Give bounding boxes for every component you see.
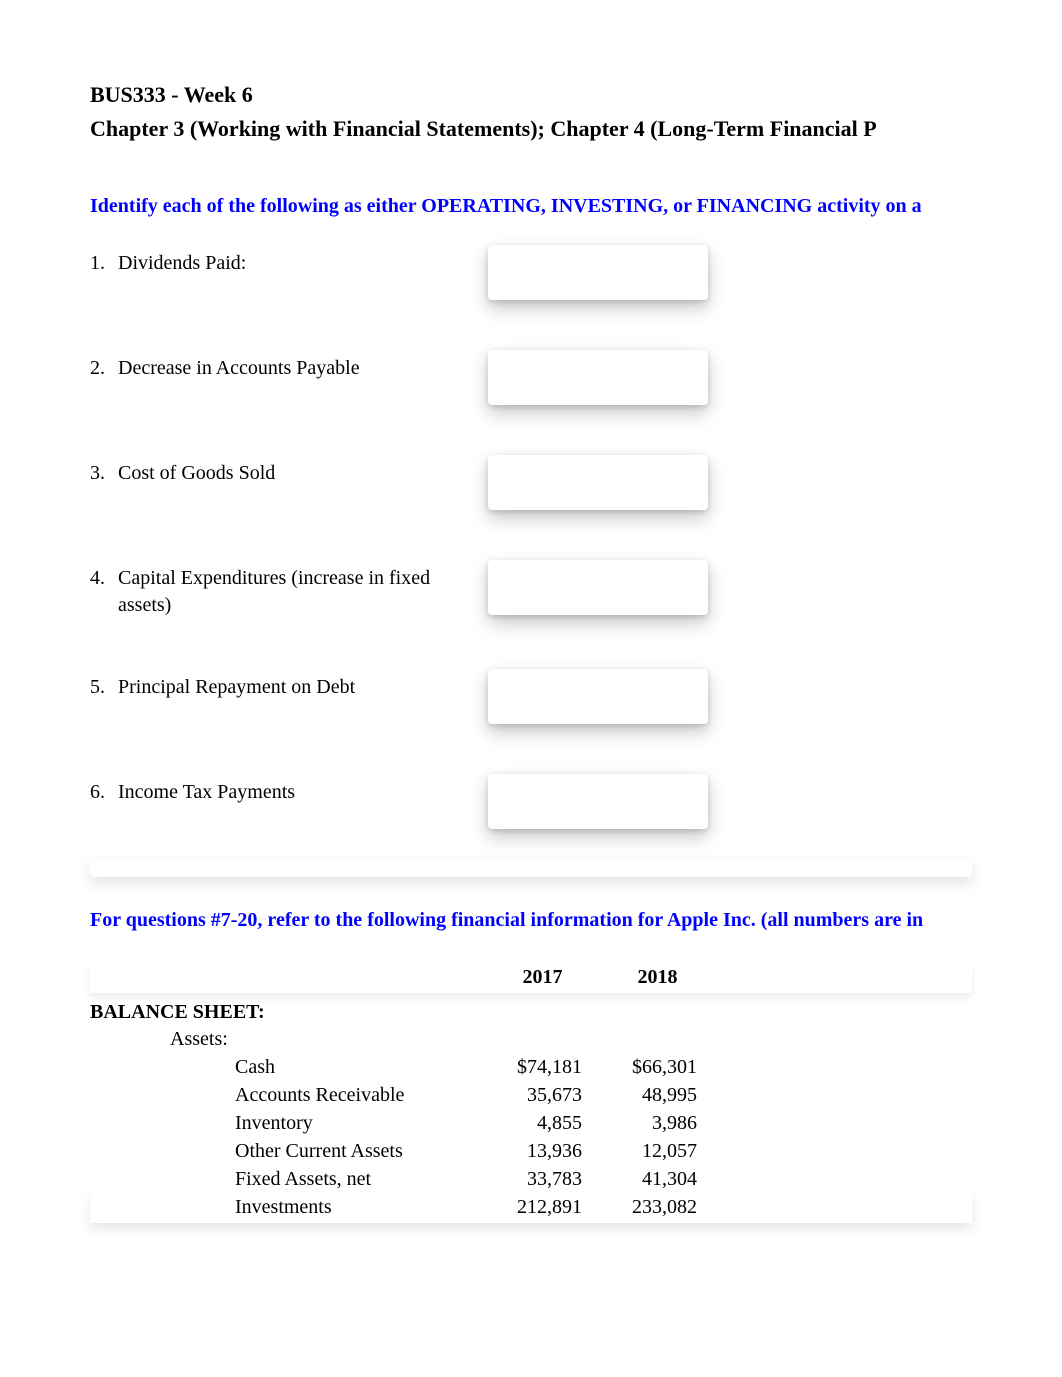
row-value-1: 33,783 [485, 1165, 600, 1193]
row-value-1: $74,181 [485, 1053, 600, 1081]
row-value-2: $66,301 [600, 1053, 715, 1081]
header-spacer [90, 964, 485, 991]
answer-input-box[interactable] [488, 669, 708, 724]
table-row: Accounts Receivable 35,673 48,995 [90, 1081, 972, 1109]
year-header-1: 2017 [485, 964, 600, 991]
table-row: Other Current Assets 13,936 12,057 [90, 1137, 972, 1165]
row-label: Inventory [90, 1109, 485, 1137]
question-row: 1. Dividends Paid: [90, 250, 972, 300]
row-label: Cash [90, 1053, 485, 1081]
question-number: 2. [90, 355, 118, 382]
question-number: 5. [90, 674, 118, 701]
row-value-2: 48,995 [600, 1081, 715, 1109]
question-number: 4. [90, 565, 118, 592]
financial-table: 2017 2018 BALANCE SHEET: Assets: Cash $7… [90, 964, 972, 1223]
question-text: Capital Expenditures (increase in fixed … [118, 565, 488, 619]
table-row: Fixed Assets, net 33,783 41,304 [90, 1165, 972, 1193]
question-row: 2. Decrease in Accounts Payable [90, 355, 972, 405]
row-label: Other Current Assets [90, 1137, 485, 1165]
question-text: Cost of Goods Sold [118, 460, 488, 487]
question-row: 4. Capital Expenditures (increase in fix… [90, 565, 972, 619]
question-row: 5. Principal Repayment on Debt [90, 674, 972, 724]
question-number: 1. [90, 250, 118, 277]
question-number: 3. [90, 460, 118, 487]
assets-label: Assets: [90, 1026, 972, 1053]
question-text: Principal Repayment on Debt [118, 674, 488, 701]
section-divider [90, 859, 972, 877]
row-value-1: 35,673 [485, 1081, 600, 1109]
row-label: Investments [90, 1193, 485, 1221]
table-header-row: 2017 2018 [90, 964, 972, 993]
section2-instruction: For questions #7-20, refer to the follow… [90, 907, 972, 934]
answer-input-box[interactable] [488, 774, 708, 829]
row-label: Accounts Receivable [90, 1081, 485, 1109]
question-text: Decrease in Accounts Payable [118, 355, 488, 382]
row-value-2: 233,082 [600, 1193, 715, 1221]
row-value-1: 13,936 [485, 1137, 600, 1165]
answer-input-box[interactable] [488, 245, 708, 300]
row-value-1: 212,891 [485, 1193, 600, 1221]
course-title: BUS333 - Week 6 [90, 80, 972, 110]
balance-sheet-title: BALANCE SHEET: [90, 999, 972, 1026]
question-text: Income Tax Payments [118, 779, 488, 806]
table-row: Inventory 4,855 3,986 [90, 1109, 972, 1137]
question-text: Dividends Paid: [118, 250, 488, 277]
row-value-1: 4,855 [485, 1109, 600, 1137]
question-number: 6. [90, 779, 118, 806]
table-row: Cash $74,181 $66,301 [90, 1053, 972, 1081]
row-value-2: 12,057 [600, 1137, 715, 1165]
year-header-2: 2018 [600, 964, 715, 991]
question-row: 3. Cost of Goods Sold [90, 460, 972, 510]
row-label: Fixed Assets, net [90, 1165, 485, 1193]
answer-input-box[interactable] [488, 350, 708, 405]
section1-instruction: Identify each of the following as either… [90, 193, 972, 220]
row-value-2: 3,986 [600, 1109, 715, 1137]
question-row: 6. Income Tax Payments [90, 779, 972, 829]
answer-input-box[interactable] [488, 455, 708, 510]
table-row: Investments 212,891 233,082 [90, 1193, 972, 1223]
chapter-subtitle: Chapter 3 (Working with Financial Statem… [90, 114, 972, 144]
row-value-2: 41,304 [600, 1165, 715, 1193]
answer-input-box[interactable] [488, 560, 708, 615]
